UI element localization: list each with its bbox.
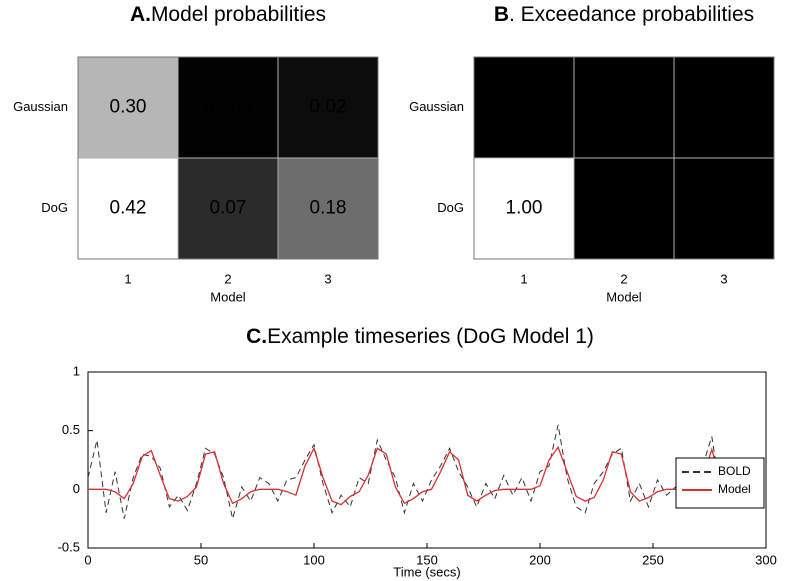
heatmap-cell bbox=[573, 56, 675, 159]
y-tick-label: 1 bbox=[73, 363, 80, 378]
row-label: Gaussian bbox=[409, 99, 464, 114]
title-text: . Exceedance probabilities bbox=[509, 3, 754, 26]
heatmap-cell bbox=[573, 157, 675, 260]
title-text: Example timeseries (DoG Model 1) bbox=[267, 325, 594, 348]
heatmap-cell bbox=[77, 56, 179, 159]
legend-label: BOLD bbox=[718, 464, 751, 478]
legend-label: Model bbox=[718, 482, 751, 496]
heatmap-cell bbox=[177, 157, 279, 260]
x-axis-label: Model bbox=[606, 289, 642, 304]
heatmap-cell bbox=[177, 56, 279, 159]
x-tick-label: 3 bbox=[324, 271, 331, 286]
panel-label: B bbox=[494, 3, 509, 26]
cell-label: 0.18 bbox=[310, 198, 347, 219]
x-tick-label: 150 bbox=[416, 552, 438, 567]
axes-frame bbox=[87, 371, 767, 549]
row-label: Gaussian bbox=[13, 99, 68, 114]
panel-label: A. bbox=[130, 3, 151, 26]
y-tick-label: 0 bbox=[73, 481, 80, 496]
x-tick-label: 2 bbox=[224, 271, 231, 286]
cell-label: 0.02 bbox=[310, 97, 347, 118]
x-axis-label: Time (secs) bbox=[393, 564, 460, 579]
cell-label: 0.003 bbox=[204, 97, 252, 118]
x-tick-label: 300 bbox=[755, 552, 777, 567]
x-axis-label: Model bbox=[210, 289, 246, 304]
heatmap-frame bbox=[473, 56, 775, 260]
panel-label: C. bbox=[246, 325, 267, 348]
heatmap-cell bbox=[277, 157, 379, 260]
heatmap-cell bbox=[673, 56, 775, 159]
title-text: Model probabilities bbox=[151, 3, 326, 26]
x-tick-label: 200 bbox=[529, 552, 551, 567]
heatmap-cell bbox=[77, 157, 179, 260]
x-tick-label: 0 bbox=[84, 552, 91, 567]
heatmap-cell bbox=[473, 56, 575, 159]
panel-title: A.Model probabilities bbox=[130, 3, 326, 26]
legend-box bbox=[675, 457, 765, 509]
row-label: DoG bbox=[437, 200, 464, 215]
y-tick-label: -0.5 bbox=[58, 539, 80, 554]
x-tick-label: 1 bbox=[520, 271, 527, 286]
cell-label: 0.30 bbox=[110, 97, 147, 118]
x-tick-label: 100 bbox=[303, 552, 325, 567]
heatmap-frame bbox=[77, 56, 379, 260]
x-tick-label: 250 bbox=[642, 552, 664, 567]
y-tick-label: 0.5 bbox=[62, 422, 80, 437]
cell-label: 1.00 bbox=[506, 198, 543, 219]
panel-title: B. Exceedance probabilities bbox=[494, 3, 754, 26]
heatmap-cell bbox=[673, 157, 775, 260]
panel-title: C.Example timeseries (DoG Model 1) bbox=[246, 325, 594, 348]
cell-label: 0.07 bbox=[210, 198, 247, 219]
x-tick-label: 3 bbox=[720, 271, 727, 286]
series-line bbox=[88, 445, 722, 506]
x-tick-label: 1 bbox=[124, 271, 131, 286]
x-tick-label: 2 bbox=[620, 271, 627, 286]
series-line bbox=[87, 424, 722, 519]
row-label: DoG bbox=[41, 200, 68, 215]
cell-label: 0.42 bbox=[110, 198, 147, 219]
x-tick-label: 50 bbox=[194, 552, 208, 567]
